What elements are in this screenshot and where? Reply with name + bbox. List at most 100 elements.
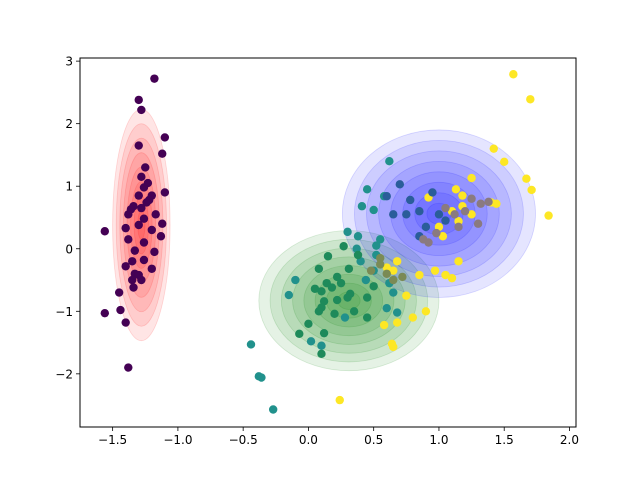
y-tick-label: −2 [55, 367, 73, 381]
cluster-yellow-point-12 [454, 257, 463, 266]
cluster-purple-point-34 [129, 283, 138, 292]
cluster-green-point-18 [362, 293, 372, 302]
cluster-purple-point-12 [134, 191, 143, 200]
cluster-purple-point-41 [144, 195, 154, 205]
y-tick-label: 3 [65, 55, 73, 69]
cluster-green-point-2 [323, 252, 333, 261]
cluster-gray-point-2 [467, 194, 476, 203]
x-tick-label: 1.5 [495, 433, 514, 447]
cluster-yellow-point-2 [489, 144, 498, 153]
cluster-yellow-point-19 [382, 263, 391, 272]
cluster-teal-point-4 [369, 205, 378, 215]
cluster-blue-point-9 [406, 195, 415, 205]
cluster-purple-point-26 [130, 246, 140, 255]
cluster-green-point-20 [304, 319, 313, 329]
cluster-teal-point-0 [385, 156, 394, 166]
cluster-teal-point-21 [246, 340, 256, 349]
cluster-green-point-16 [330, 309, 339, 318]
cluster-blue-point-0 [395, 180, 404, 189]
cluster-yellow-point-20 [402, 291, 411, 300]
x-tick-label: 0.5 [364, 433, 383, 447]
y-tick-label: 2 [65, 117, 73, 131]
cluster-yellow-point-3 [500, 157, 509, 167]
cluster-teal-point-15 [389, 288, 398, 297]
cluster-yellow-point-9 [467, 210, 476, 219]
cluster-yellow-point-14 [441, 270, 450, 280]
cluster-green-point-15 [314, 307, 324, 316]
x-tick-label: −1.5 [98, 433, 127, 447]
cluster-purple-point-4 [134, 141, 143, 150]
cluster-purple-point-40 [134, 270, 143, 280]
cluster-teal-point-17 [340, 313, 350, 322]
cluster-yellow-point-21 [421, 307, 431, 316]
cluster-purple-point-9 [139, 183, 149, 192]
data-points [100, 70, 553, 414]
x-tick-label: −1.0 [163, 433, 192, 447]
cluster-yellow-point-18 [392, 257, 402, 266]
y-tick-label: 1 [65, 180, 73, 194]
cluster-purple-point-39 [124, 363, 133, 372]
cluster-purple-point-37 [116, 305, 125, 315]
cluster-green-point-21 [319, 328, 329, 338]
cluster-purple-point-24 [139, 238, 149, 247]
cluster-teal-point-24 [268, 405, 278, 414]
cluster-purple-point-38 [121, 318, 130, 327]
cluster-teal-point-26 [317, 341, 326, 350]
cluster-purple-point-28 [139, 255, 149, 265]
cluster-olive-point-3 [398, 272, 407, 282]
cluster-yellow-point-13 [430, 266, 440, 275]
cluster-purple-point-21 [147, 225, 156, 235]
cluster-purple-point-2 [137, 105, 146, 115]
cluster-yellow-point-28 [467, 173, 476, 183]
cluster-green-point-24 [362, 313, 372, 322]
cluster-purple-point-1 [134, 95, 143, 105]
cluster-purple-point-18 [134, 220, 143, 230]
cluster-blue-point-8 [441, 216, 450, 225]
y-tick-label: −1 [55, 305, 73, 319]
cluster-olive-point-0 [366, 266, 376, 275]
cluster-green-point-3 [314, 264, 324, 273]
cluster-blue-point-7 [421, 222, 431, 232]
x-tick-label: 1.0 [429, 433, 448, 447]
cluster-purple-point-33 [128, 275, 137, 285]
cluster-blue-point-3 [415, 207, 424, 216]
cluster-olive-point-2 [382, 269, 391, 278]
cluster-gray-point-0 [450, 210, 459, 219]
cluster-gray-point-8 [454, 222, 463, 232]
cluster-yellow-point-4 [522, 174, 531, 183]
cluster-olive-point-4 [376, 253, 385, 263]
cluster-purple-point-0 [150, 74, 159, 83]
cluster-purple-point-31 [147, 264, 156, 273]
cluster-green-point-11 [343, 293, 352, 302]
cluster-purple-point-22 [124, 235, 133, 244]
cluster-teal-point-14 [361, 275, 371, 285]
cluster-yellow-point-24 [379, 320, 389, 330]
cluster-blue-point-1 [382, 192, 391, 201]
cluster-green-point-8 [310, 284, 320, 293]
cluster-teal-point-9 [352, 244, 361, 253]
x-tick-label: −0.5 [229, 433, 258, 447]
cluster-teal-point-6 [353, 232, 363, 241]
cluster-purple-point-20 [100, 227, 110, 236]
cluster-olive-point-5 [389, 275, 398, 285]
cluster-gray-point-7 [441, 203, 450, 213]
cluster-yellow-point-29 [451, 185, 461, 194]
cluster-yellow-point-8 [492, 199, 501, 208]
y-tick-label: 0 [65, 242, 73, 256]
cluster-blue-point-10 [428, 188, 437, 197]
cluster-gray-point-10 [473, 219, 483, 228]
cluster-teal-point-16 [382, 303, 391, 313]
cluster-purple-point-29 [121, 262, 130, 271]
cluster-olive-point-1 [376, 260, 385, 269]
cluster-green-point-4 [332, 272, 342, 282]
cluster-purple-point-6 [141, 163, 150, 172]
cluster-purple-point-16 [139, 214, 149, 223]
axes-frame [79, 57, 577, 428]
cluster-teal-point-18 [392, 308, 402, 317]
cluster-purple-point-19 [121, 223, 130, 233]
cluster-teal-point-19 [291, 275, 300, 285]
cluster-teal-point-3 [357, 202, 367, 211]
cluster-yellow-point-17 [389, 266, 398, 275]
cluster-yellow-point-15 [447, 273, 457, 283]
